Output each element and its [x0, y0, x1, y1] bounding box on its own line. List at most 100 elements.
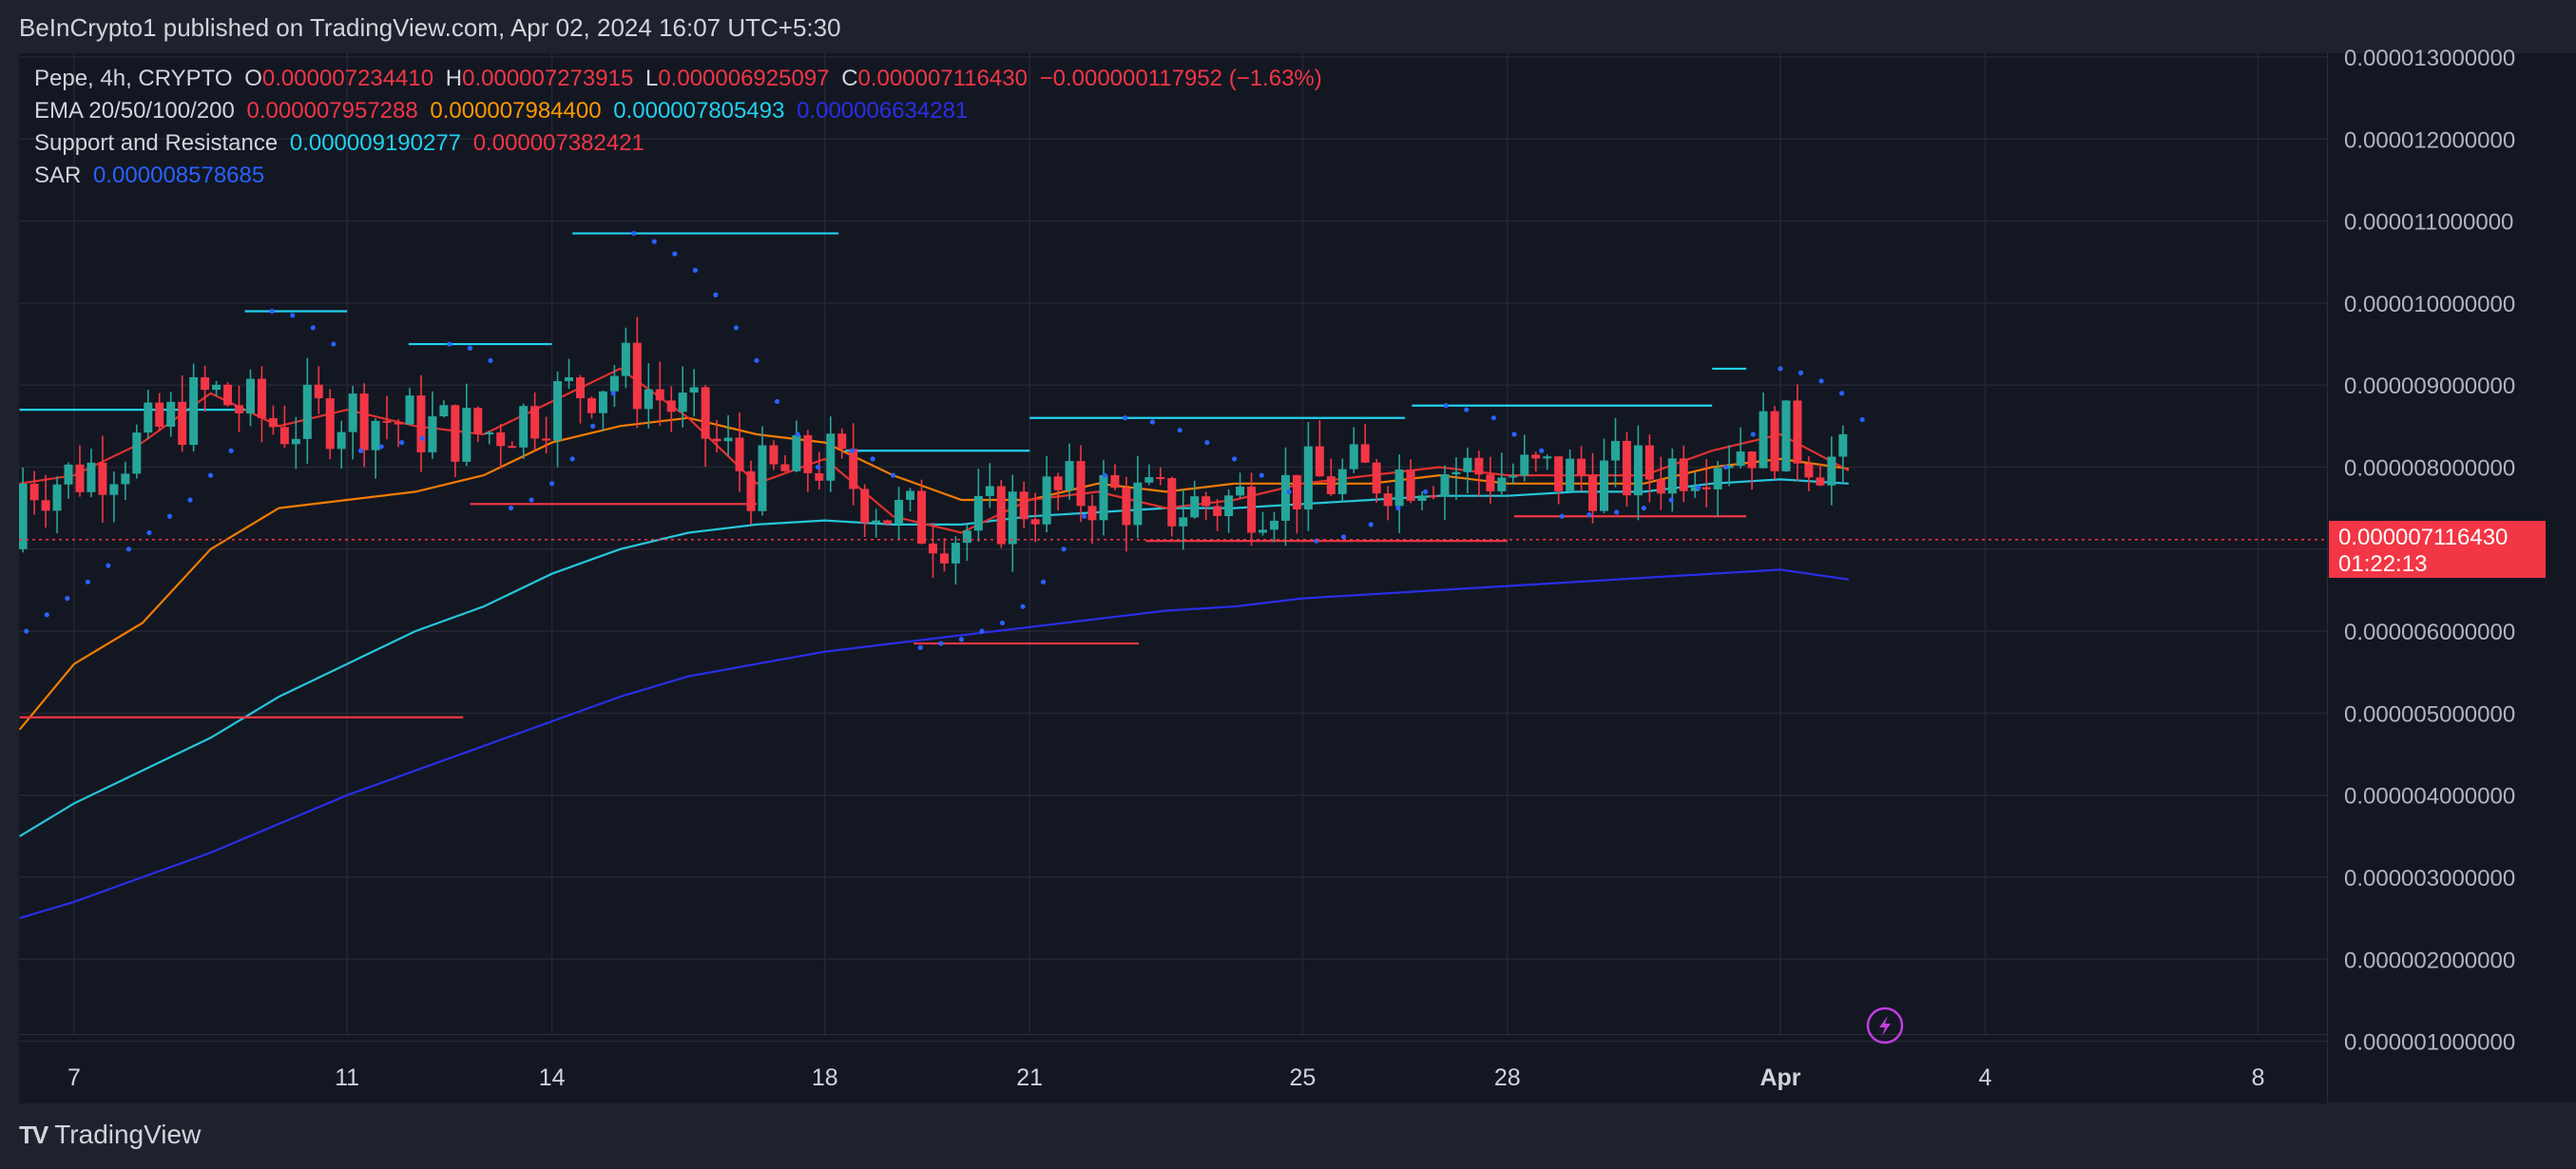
sar-dot: [1750, 431, 1756, 437]
candle-up: [1713, 468, 1722, 489]
legend-sar-label[interactable]: SAR: [34, 163, 82, 188]
legend-sr-row[interactable]: Support and Resistance 0.000009190277 0.…: [34, 127, 1328, 160]
candle-up: [1259, 529, 1268, 533]
candle-down: [1053, 476, 1063, 490]
candle-up: [723, 437, 733, 442]
sar-dot: [774, 398, 780, 405]
bar-countdown: 01:22:13: [2338, 551, 2428, 577]
candle-down: [201, 376, 210, 391]
candle-down: [883, 520, 893, 525]
chart-pane[interactable]: [19, 53, 2327, 1034]
sar-dot: [488, 357, 493, 363]
sar-dot: [1778, 366, 1783, 372]
candle-down: [1076, 461, 1086, 507]
sar-dot: [1102, 472, 1107, 478]
sar-dot: [631, 230, 637, 237]
sar-dot: [269, 308, 275, 315]
sar-dot: [1368, 522, 1374, 527]
candle-up: [245, 378, 255, 414]
candle-down: [75, 464, 85, 492]
legend-low-label: L: [644, 66, 659, 91]
legend-sr-resistance-value: 0.000009190277: [289, 130, 462, 156]
legend-ohlc-row[interactable]: Pepe, 4h, CRYPTO O0.000007234410 H0.0000…: [34, 63, 1328, 95]
sar-dot: [999, 620, 1006, 626]
publisher-text: BeInCrypto1 published on TradingView.com…: [19, 13, 841, 42]
candle-up: [1394, 470, 1404, 507]
candle-up: [792, 434, 801, 471]
candle-up: [1349, 444, 1358, 470]
sar-dot: [1123, 415, 1128, 421]
candle-up: [598, 391, 607, 413]
price-axis[interactable]: [2327, 53, 2576, 1102]
y-tick-label: 0.000008000000: [2344, 456, 2515, 482]
candle-up: [1610, 440, 1620, 461]
candle-up: [973, 495, 983, 531]
legend-ema200-value: 0.000006634281: [797, 98, 969, 124]
x-tick-label: Apr: [1759, 1064, 1800, 1091]
sar-dot: [1464, 407, 1470, 412]
candle-up: [1144, 477, 1154, 483]
candle-down: [1156, 477, 1165, 480]
candle-up: [428, 416, 437, 452]
sar-dot: [590, 423, 596, 429]
sar-dot: [1797, 370, 1804, 375]
sar-dot: [1490, 415, 1497, 421]
sar-dot: [917, 644, 923, 650]
sar-dot: [979, 628, 985, 634]
candle-up: [1759, 411, 1768, 469]
sar-dot: [378, 444, 384, 450]
candle-down: [746, 470, 756, 511]
candle-up: [1008, 491, 1017, 545]
time-axis[interactable]: [19, 1034, 2327, 1103]
y-tick-label: 0.000010000000: [2344, 292, 2515, 317]
candle-up: [1781, 400, 1791, 471]
sar-dot: [208, 472, 214, 478]
candle-up: [1543, 456, 1552, 459]
candle-down: [41, 500, 50, 511]
tradingview-branding[interactable]: TV TradingView: [19, 1120, 201, 1150]
candle-up: [52, 484, 62, 511]
candle-up: [758, 445, 767, 511]
sar-dot: [331, 341, 336, 347]
sar-dot: [290, 313, 296, 318]
candle-down: [1816, 477, 1825, 486]
candle-down: [394, 422, 403, 425]
legend-ema-label[interactable]: EMA 20/50/100/200: [34, 98, 235, 124]
sar-dot: [125, 546, 132, 552]
x-tick-label: 21: [1016, 1064, 1043, 1091]
legend-ema100-value: 0.000007805493: [613, 98, 785, 124]
candle-up: [132, 432, 142, 474]
legend-sr-label[interactable]: Support and Resistance: [34, 130, 279, 156]
lightning-icon[interactable]: [1866, 1006, 1904, 1044]
candle-up: [894, 499, 904, 525]
candle-down: [268, 418, 278, 428]
sar-dot: [1423, 489, 1429, 494]
x-tick-label: 11: [335, 1064, 359, 1091]
sar-dot: [1722, 464, 1729, 470]
candle-down: [1213, 506, 1222, 517]
y-tick-label: 0.000013000000: [2344, 46, 2515, 71]
sar-dot: [1511, 431, 1517, 437]
candle-down: [1656, 479, 1665, 494]
legend-sar-row[interactable]: SAR 0.000008578685: [34, 160, 1328, 192]
sar-dot: [65, 595, 70, 602]
plot-layer: [19, 230, 2327, 920]
candle-up: [826, 433, 836, 481]
sar-dot: [24, 628, 29, 634]
candle-down: [1360, 444, 1370, 463]
sar-dot: [816, 464, 821, 470]
legend-ema-row[interactable]: EMA 20/50/100/200 0.000007957288 0.00000…: [34, 95, 1328, 127]
candle-down: [473, 408, 483, 434]
candle-up: [121, 473, 130, 485]
candle-down: [1622, 440, 1631, 496]
last-price-value: 0.000007116430: [2338, 525, 2509, 550]
y-tick-label: 0.000003000000: [2344, 866, 2515, 891]
sar-dot: [1443, 403, 1449, 409]
legend-symbol[interactable]: Pepe, 4h, CRYPTO: [34, 66, 233, 91]
candle-up: [405, 395, 414, 425]
candle-down: [1292, 474, 1301, 510]
sar-dot: [529, 497, 534, 503]
candle-down: [1315, 446, 1324, 477]
sar-dot: [672, 251, 678, 257]
